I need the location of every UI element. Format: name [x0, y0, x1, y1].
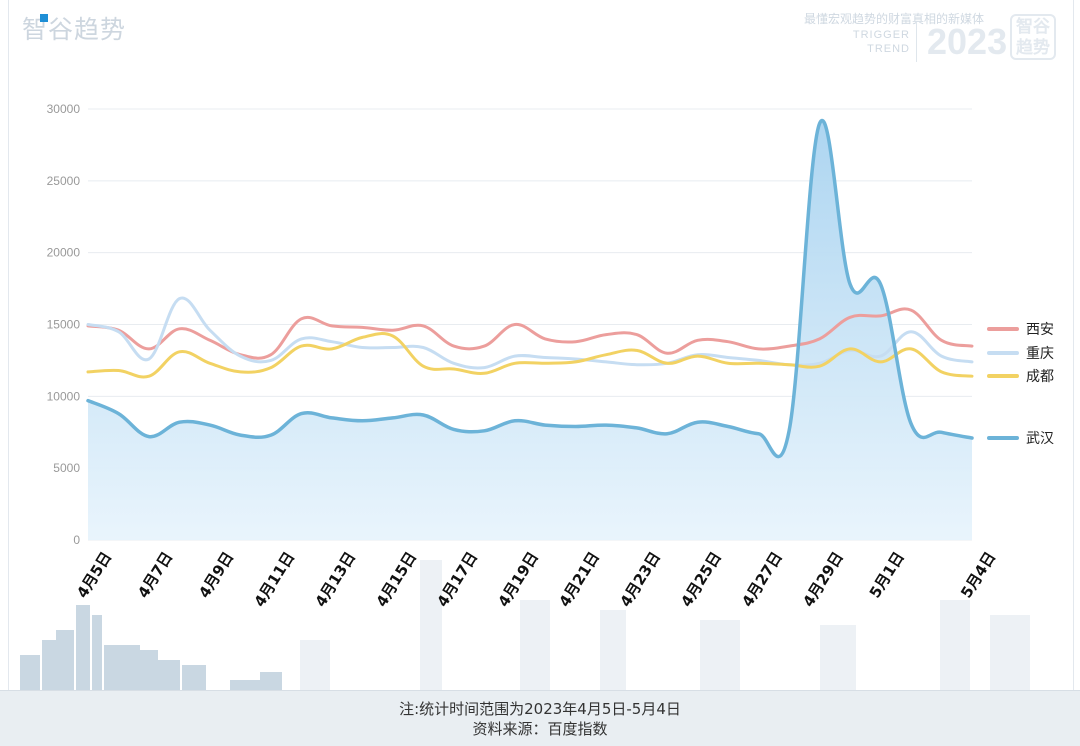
x-tick-label: 4月27日 [738, 549, 786, 611]
wuhan-area-fill [88, 120, 972, 540]
skyline-building [260, 672, 282, 690]
series-line-chengdu [86, 332, 974, 379]
y-tick-label: 25000 [47, 174, 81, 188]
x-tick-label: 4月23日 [616, 549, 664, 611]
y-tick-label: 10000 [47, 389, 81, 403]
skyline-building [140, 650, 158, 690]
x-tick-label: 4月9日 [195, 549, 237, 602]
brand-logo: 智谷趋势 [22, 10, 126, 46]
trigger-trend-wordmark: TRIGGER TREND [848, 28, 910, 56]
slogan: 最懂宏观趋势的财富真相的新媒体 [803, 12, 984, 26]
series-line-wuhan [86, 118, 974, 459]
skyline-building [76, 605, 90, 690]
footer-source: 资料来源：百度指数 [472, 720, 608, 738]
skyline-building [230, 680, 270, 690]
skyline-building [158, 660, 180, 690]
footer: 注:统计时间范围为2023年4月5日-5月4日 资料来源：百度指数 [0, 690, 1080, 746]
x-tick-label: 4月21日 [555, 549, 603, 611]
x-tick-label: 4月13日 [311, 549, 359, 611]
x-tick-label: 5月4日 [957, 549, 999, 602]
x-tick-label: 5月1日 [866, 549, 908, 602]
brand-name: 智谷趋势 [22, 15, 127, 44]
x-tick-label: 4月15日 [372, 549, 420, 611]
city-skyline-decoration [20, 560, 1030, 690]
legend-label-chengdu: 成都 [1026, 369, 1054, 385]
y-tick-label: 5000 [53, 461, 80, 475]
y-tick-label: 30000 [47, 102, 81, 116]
y-axis-ticks: 0 5000 10000 15000 20000 25000 30000 [47, 102, 81, 547]
skyline-building-faint [520, 600, 550, 690]
series-lines [86, 118, 974, 459]
skyline-building [104, 645, 140, 690]
x-tick-label: 4月25日 [677, 549, 725, 611]
trigger-word: TRIGGER [852, 29, 910, 41]
series-line-chongqing [86, 296, 974, 370]
skyline-building [92, 615, 102, 690]
y-tick-label: 15000 [47, 318, 81, 332]
x-tick-label: 4月7日 [134, 549, 176, 602]
skyline-building [182, 665, 206, 690]
skyline-building-faint [420, 560, 442, 690]
trend-word: TREND [867, 43, 910, 55]
wuhan-area [88, 120, 972, 540]
skyline-building [56, 630, 74, 690]
skyline-building-faint [820, 625, 856, 690]
y-tick-label: 0 [73, 533, 80, 547]
x-tick-label: 4月29日 [799, 549, 847, 611]
skyline-building-faint [300, 640, 330, 690]
skyline-building-faint [600, 610, 626, 690]
brand-square-icon [40, 14, 48, 22]
footer-note: 注:统计时间范围为2023年4月5日-5月4日 [399, 700, 681, 718]
skyline-building-faint [990, 615, 1030, 690]
year-mark: 2023 [916, 22, 1007, 62]
legend-label-xian: 西安 [1026, 322, 1054, 338]
x-tick-label: 4月5日 [73, 549, 115, 602]
legend-label-chongqing: 重庆 [1026, 346, 1054, 362]
skyline-building-faint [940, 600, 970, 690]
skyline-building [20, 655, 40, 690]
y-tick-label: 20000 [47, 246, 81, 260]
corner-logo-text: 智谷趋势 [1016, 17, 1050, 58]
skyline-building [42, 640, 56, 690]
skyline-building-faint [700, 620, 740, 690]
corner-logo: 智谷趋势 [1010, 14, 1056, 60]
x-tick-label: 4月11日 [251, 549, 299, 611]
legend-label-wuhan: 武汉 [1026, 431, 1054, 447]
